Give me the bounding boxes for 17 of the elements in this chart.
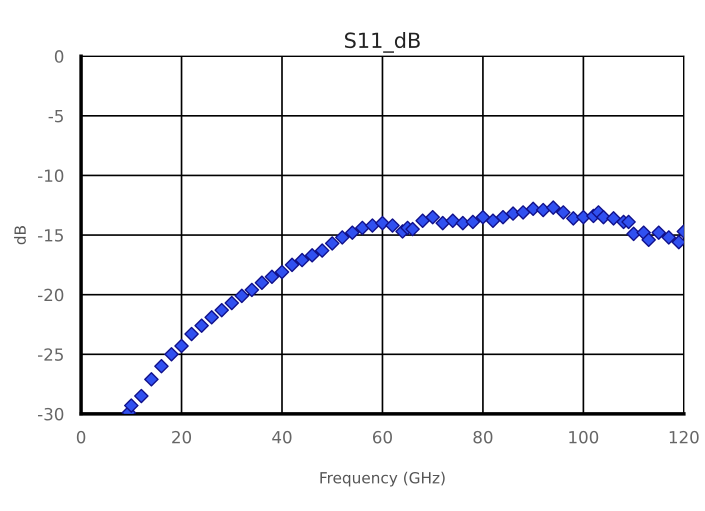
x-tick-label: 0: [76, 430, 86, 444]
x-tick-label: 60: [373, 430, 392, 444]
y-axis-title: dB: [14, 226, 26, 244]
x-tick-label: 20: [172, 430, 192, 444]
x-tick-label: 40: [272, 430, 292, 444]
x-tick-label: 80: [473, 430, 492, 444]
y-tick-label: -25: [38, 348, 63, 361]
y-tick-label: -20: [38, 288, 64, 302]
y-tick-label: -5: [48, 110, 63, 122]
y-tick-label: -15: [38, 229, 63, 242]
y-tick-label: -30: [38, 408, 64, 420]
y-tick-label: -10: [38, 169, 64, 182]
y-tick-label: 0: [54, 50, 64, 63]
x-axis-title: Frequency (GHz): [320, 472, 445, 486]
x-tick-label: 120: [670, 430, 699, 444]
chart-title: S11_dB: [345, 32, 420, 53]
x-tick-label: 100: [569, 430, 598, 444]
